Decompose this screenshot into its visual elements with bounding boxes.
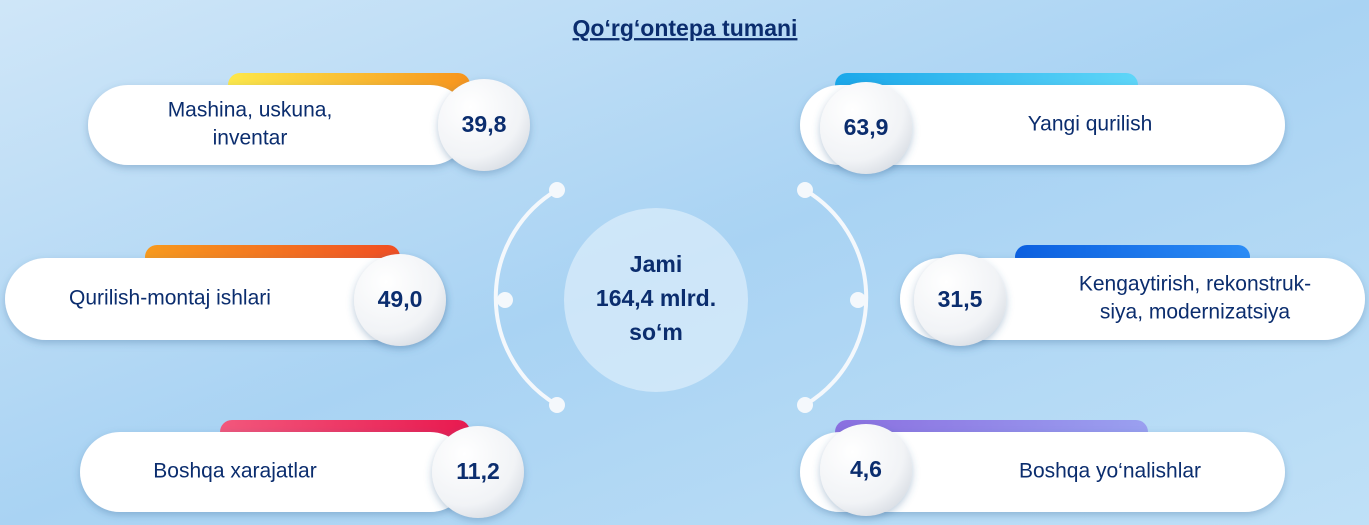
dot (850, 292, 866, 308)
card-body (80, 432, 470, 512)
center-text: so‘m (629, 319, 683, 345)
item-label: Boshqa xarajatlar (153, 460, 316, 483)
card-body (800, 432, 1285, 512)
value-ball (354, 254, 446, 346)
card: Qurilish-montaj ishlari 49,0 (5, 245, 446, 346)
card: Mashina, uskuna, inventar 39,8 (88, 73, 530, 171)
item-label: siya, modernizatsiya (1100, 301, 1291, 324)
value-ball (820, 82, 912, 174)
item-value: 39,8 (462, 111, 507, 137)
item-value: 49,0 (378, 286, 423, 312)
card: Yangi qurilish 63,9 (800, 73, 1285, 174)
value-ball (820, 424, 912, 516)
dot (549, 182, 565, 198)
center-text: Jami (630, 251, 682, 277)
item-label: inventar (213, 127, 288, 150)
card-body (900, 258, 1365, 340)
item-label: Yangi qurilish (1028, 113, 1153, 136)
center-circle (564, 208, 748, 392)
card-body (5, 258, 445, 340)
item-label: Kengaytirish, rekonstruk- (1079, 273, 1311, 296)
item-value: 4,6 (850, 456, 882, 482)
right-arc (803, 188, 869, 407)
dot (549, 397, 565, 413)
item-value: 31,5 (938, 286, 983, 312)
left-arc (493, 188, 559, 407)
value-ball (914, 254, 1006, 346)
item-value: 63,9 (844, 114, 889, 140)
card: Kengaytirish, rekonstruk-siya, moderniza… (900, 245, 1365, 346)
title: Qo‘rg‘ontepa tumani (573, 15, 798, 41)
dot (497, 292, 513, 308)
value-ball (438, 79, 530, 171)
item-label: Boshqa yo‘nalishlar (1019, 460, 1201, 483)
card: Boshqa xarajatlar 11,2 (80, 420, 524, 518)
card-body (88, 85, 470, 165)
card-body (800, 85, 1285, 165)
value-ball (432, 426, 524, 518)
connector-dots (497, 182, 866, 413)
dot (797, 397, 813, 413)
card: Boshqa yo‘nalishlar 4,6 (800, 420, 1285, 516)
item-label: Qurilish-montaj ishlari (69, 287, 271, 310)
item-label: Mashina, uskuna, (168, 99, 333, 122)
dot (797, 182, 813, 198)
item-value: 11,2 (456, 458, 500, 484)
center-text: 164,4 mlrd. (596, 285, 716, 311)
